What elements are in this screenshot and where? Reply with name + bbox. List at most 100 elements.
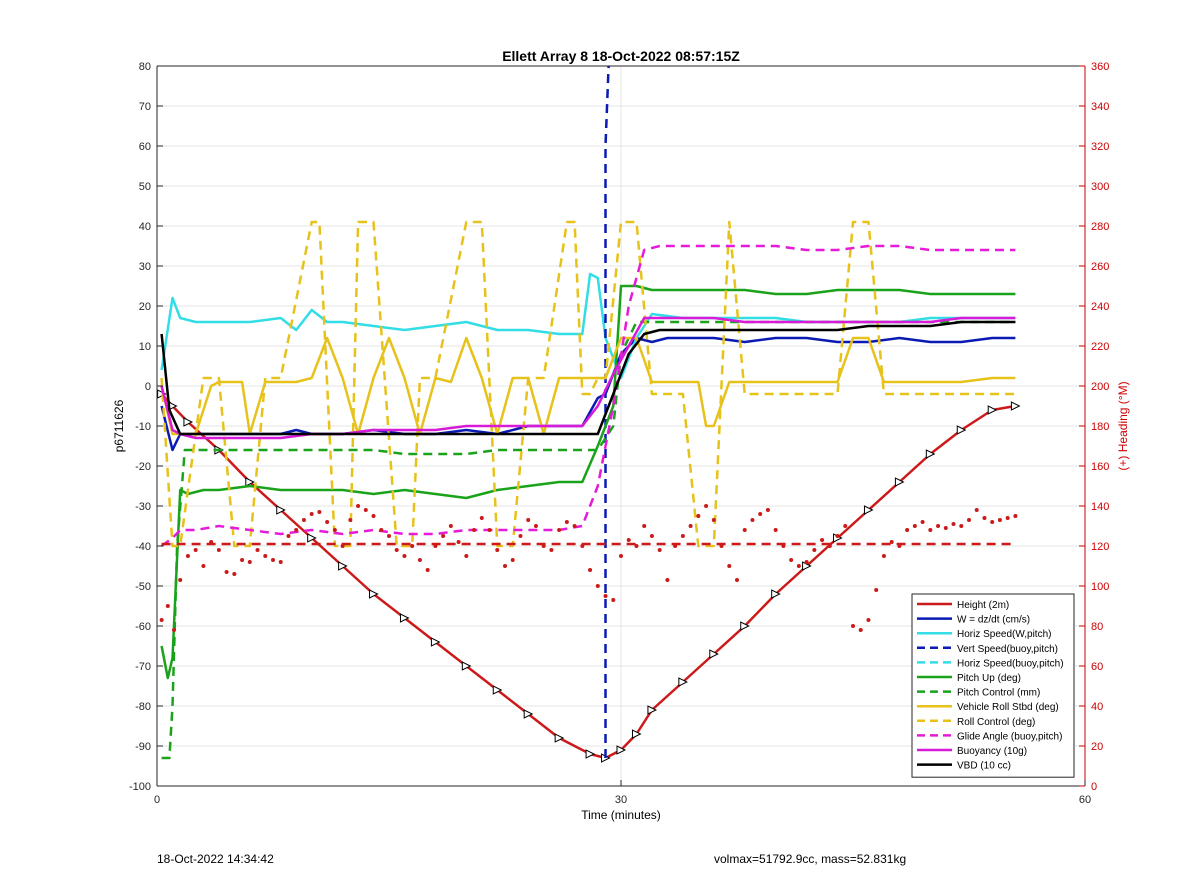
heading-point	[165, 604, 170, 608]
y-tick-label: 0	[145, 381, 151, 393]
heading-point	[510, 558, 515, 562]
heading-point	[394, 548, 399, 552]
height-marker	[554, 733, 565, 743]
y-tick-label: -60	[135, 621, 151, 633]
heading-point	[201, 564, 206, 568]
legend-entry: Roll Control (deg)	[957, 717, 1035, 728]
y2-tick-label: 140	[1091, 501, 1109, 513]
heading-point	[750, 518, 755, 522]
height-marker	[771, 589, 781, 599]
heading-point	[680, 534, 685, 538]
heading-point	[912, 524, 917, 528]
heading-point	[564, 520, 569, 524]
y2-tick-label: 200	[1091, 381, 1109, 393]
series-line-height-2m	[160, 393, 1016, 760]
height-marker	[492, 685, 503, 695]
heading-point	[255, 548, 260, 552]
heading-point	[417, 558, 422, 562]
y-tick-label: 30	[139, 261, 151, 273]
legend-entry: W = dz/dt (cm/s)	[957, 615, 1030, 626]
y-axis-label: p6711626	[112, 399, 126, 452]
series-line-buoyancy-10g	[160, 316, 1016, 440]
series-line-vert-speed-buoy-pitch	[604, 65, 610, 758]
heading-point	[905, 528, 910, 532]
height-marker	[461, 661, 472, 671]
heading-point	[642, 524, 647, 528]
heading-point	[928, 528, 933, 532]
height-marker	[1010, 401, 1021, 411]
legend-entry: Vehicle Roll Stbd (deg)	[957, 702, 1059, 713]
heading-point	[889, 540, 894, 544]
heading-point	[897, 544, 902, 548]
heading-point	[317, 510, 322, 514]
y2-tick-label: 40	[1091, 701, 1103, 713]
footer-timestamp: 18-Oct-2022 14:34:42	[157, 852, 274, 866]
heading-point	[363, 508, 368, 512]
legend-entry: Horiz Speed(buoy,pitch)	[957, 658, 1064, 669]
y2-tick-label: 100	[1091, 581, 1109, 593]
heading-point	[495, 548, 500, 552]
legend-entry: Height (2m)	[957, 600, 1009, 611]
heading-point	[371, 514, 376, 518]
heading-point	[881, 554, 886, 558]
heading-point	[487, 528, 492, 532]
heading-point	[789, 558, 794, 562]
heading-point	[193, 548, 198, 552]
heading-point	[866, 618, 871, 622]
heading-point	[433, 544, 438, 548]
height-marker	[245, 477, 255, 487]
y-tick-label: 10	[139, 341, 151, 353]
heading-point	[379, 528, 384, 532]
heading-point	[340, 544, 345, 548]
y2-tick-label: 80	[1091, 621, 1103, 633]
y2-tick-label: 160	[1091, 461, 1109, 473]
y-tick-label: -70	[135, 661, 151, 673]
height-marker	[307, 533, 317, 543]
heading-point	[982, 516, 987, 520]
heading-point	[325, 520, 330, 524]
heading-point	[696, 514, 701, 518]
heading-point	[665, 578, 670, 582]
y-tick-label: -10	[135, 421, 151, 433]
heading-point	[812, 548, 817, 552]
chart-title: Ellett Array 8 18-Oct-2022 08:57:15Z	[502, 48, 740, 64]
heading-point	[549, 548, 554, 552]
x-tick-label: 60	[1079, 794, 1091, 806]
heading-point	[719, 544, 724, 548]
heading-point	[232, 572, 237, 576]
heading-point	[742, 528, 747, 532]
heading-point	[541, 544, 546, 548]
y2-tick-label: 360	[1091, 61, 1109, 73]
heading-point	[263, 554, 268, 558]
heading-point	[387, 534, 391, 538]
heading-point	[595, 584, 600, 588]
heading-point	[503, 564, 507, 568]
height-marker	[616, 745, 627, 755]
heading-point	[943, 526, 948, 530]
heading-point	[588, 568, 593, 572]
height-marker	[369, 589, 379, 599]
legend-entry: Pitch Up (deg)	[957, 673, 1021, 684]
legend-entry: Glide Angle (buoy,pitch)	[957, 731, 1062, 742]
y-tick-label: -50	[135, 581, 151, 593]
heading-point	[611, 598, 616, 602]
series-line-pitch-up-deg	[160, 284, 1016, 680]
legend-entry: Buoyancy (10g)	[957, 746, 1027, 757]
y-tick-label: 80	[139, 61, 151, 73]
heading-point	[1013, 514, 1018, 518]
heading-point	[348, 518, 353, 522]
heading-point	[711, 518, 716, 522]
y-tick-label: -100	[129, 781, 151, 793]
heading-point	[657, 548, 662, 552]
height-marker	[430, 637, 441, 647]
height-marker	[678, 677, 688, 687]
y2-axis-label: (+) Heading (°M)	[1116, 381, 1130, 470]
y2-tick-label: 240	[1091, 301, 1109, 313]
heading-point	[240, 558, 245, 562]
heading-point	[796, 564, 801, 568]
height-marker	[276, 505, 286, 515]
heading-point	[990, 520, 995, 524]
y2-tick-label: 60	[1091, 661, 1103, 673]
height-marker	[523, 709, 534, 719]
heading-point	[626, 538, 631, 542]
